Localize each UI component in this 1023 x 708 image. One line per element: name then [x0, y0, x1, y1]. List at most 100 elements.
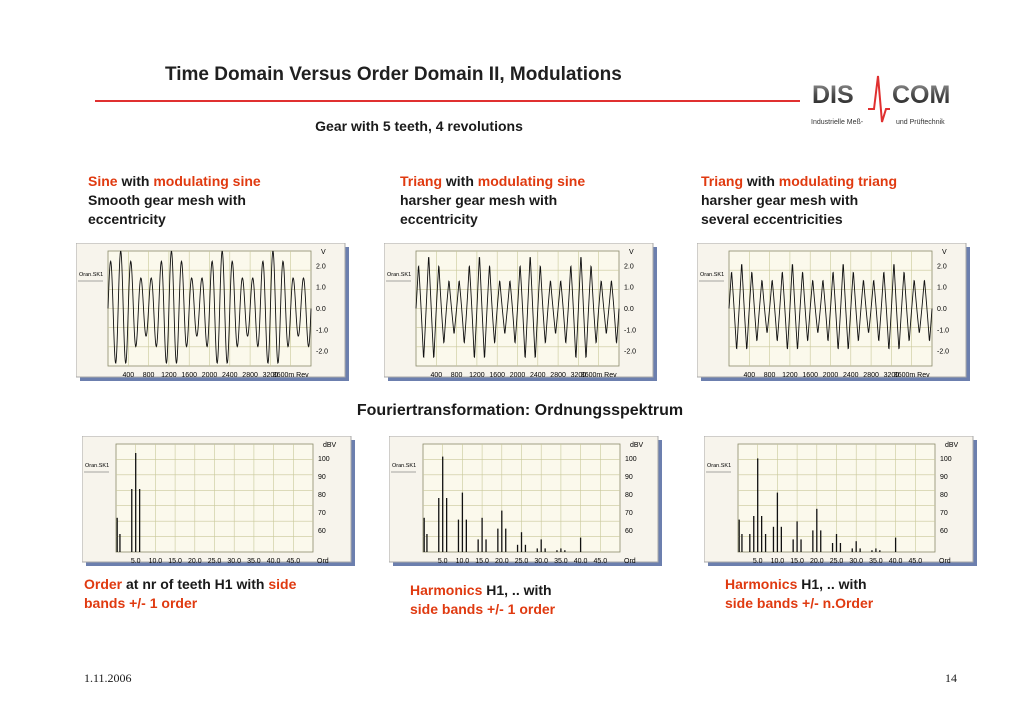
discom-logo: DIS COM Industrielle Meß- und Prüftechni…	[808, 72, 958, 132]
y-tick-label: -2.0	[316, 349, 328, 356]
desc-red-a: Harmonics	[725, 576, 798, 592]
y-tick-label: 0.0	[624, 306, 634, 313]
x-tick-label: 20.0	[188, 558, 202, 565]
y-tick-label: 100	[625, 456, 637, 463]
order-chart-3: Oran.SK1 dBV 100 90 80 70 60 5.0 10.0 15.0 20.0 25.…	[704, 436, 978, 568]
desc-mid: with	[743, 173, 779, 189]
desc-red-b: modulating triang	[778, 173, 898, 189]
x-tick-label: 800	[451, 372, 463, 379]
y-tick-label: -1.0	[937, 327, 949, 334]
y-tick-label: 60	[940, 528, 948, 535]
x-tick-label: 1600	[489, 372, 505, 379]
x-tick-label: 15.0	[168, 558, 182, 565]
y-tick-label: 60	[625, 528, 633, 535]
x-tick-label: 2800	[550, 372, 566, 379]
x-tick-label: 40.0	[889, 558, 903, 565]
x-tick-label: 35.0	[869, 558, 883, 565]
channel-label: Oran.SK1	[707, 463, 731, 469]
order-desc-1: Order at nr of teeth H1 with side bands …	[84, 575, 296, 613]
channel-label: Oran.SK1	[700, 272, 724, 278]
y-tick-label: 1.0	[937, 285, 947, 292]
y-tick-label: 1.0	[316, 285, 326, 292]
x-tick-label: 30.0	[534, 558, 548, 565]
desc-line3: eccentricity	[88, 211, 166, 227]
unit-label: V	[321, 249, 326, 256]
x-tick-label: 45.0	[593, 558, 607, 565]
channel-label: Oran.SK1	[387, 272, 411, 278]
y-tick-label: 80	[318, 492, 326, 499]
x-tick-label: 1200	[161, 372, 177, 379]
time-chart-3-svg: Oran.SK1 V 2.0 1.0 0.0 -1.0 -2.0 400 800 1200 1600…	[697, 243, 970, 381]
x-tick-label: 3600m Rev	[894, 372, 930, 379]
desc-mid: at nr of teeth H1 with	[122, 576, 269, 592]
y-tick-label: 100	[940, 456, 952, 463]
discom-logo-icon: DIS COM Industrielle Meß- und Prüftechni…	[811, 75, 950, 126]
y-tick-label: 70	[625, 510, 633, 517]
time-desc-1: Sine with modulating sine Smooth gear me…	[88, 172, 261, 229]
x-tick-label: 10.0	[771, 558, 785, 565]
x-tick-label: 3600m Rev	[273, 372, 309, 379]
desc-red-c: bands +/- 1 order	[84, 595, 198, 611]
x-tick-label: 2000	[202, 372, 218, 379]
logo-tag-right: und Prüftechnik	[896, 119, 945, 126]
time-chart-1-svg: Oran.SK1 V 2.0 1.0 0.0 -1.0 -2.0 400 800 1200 1600…	[76, 243, 349, 381]
y-tick-label: 60	[318, 528, 326, 535]
desc-line2: harsher gear mesh with	[701, 192, 859, 208]
channel-label: Oran.SK1	[85, 463, 109, 469]
desc-mid: with	[117, 173, 154, 189]
x-tick-label: 1600	[802, 372, 818, 379]
x-tick-label: 3200	[571, 372, 587, 379]
logo-text-left: DIS	[812, 81, 854, 109]
order-desc-3: Harmonics H1, .. with side bands +/- n.O…	[725, 575, 873, 613]
footer-date: 1.11.2006	[84, 671, 132, 685]
channel-label: Oran.SK1	[392, 463, 416, 469]
x-tick-label: 5.0	[438, 558, 448, 565]
unit-label: dBV	[630, 442, 644, 449]
y-tick-label: 1.0	[624, 285, 634, 292]
desc-red-a: Harmonics	[410, 582, 483, 598]
y-tick-label: -2.0	[937, 349, 949, 356]
y-tick-label: 2.0	[937, 263, 947, 270]
desc-red-a: Triang	[400, 173, 443, 189]
desc-mid: with	[442, 173, 478, 189]
y-tick-label: 80	[940, 492, 948, 499]
x-tick-label: 15.0	[475, 558, 489, 565]
desc-red-a: Sine	[88, 173, 118, 189]
y-tick-label: 70	[318, 510, 326, 517]
desc-red-b: side	[268, 576, 297, 592]
page-title: Time Domain Versus Order Domain II, Modu…	[165, 64, 622, 85]
x-tick-label: 5.0	[131, 558, 141, 565]
x-tick-label: 10.0	[149, 558, 163, 565]
y-tick-label: 70	[940, 510, 948, 517]
x-tick-label: 2400	[843, 372, 859, 379]
logo-text-right: COM	[892, 81, 950, 109]
desc-mid: H1, .. with	[797, 576, 867, 592]
y-tick-label: 0.0	[937, 306, 947, 313]
x-tick-label: 40.0	[574, 558, 588, 565]
desc-red-a: Order	[84, 576, 123, 592]
y-tick-label: 90	[318, 474, 326, 481]
order-chart-1: Oran.SK1 dBV 100 90 80 70 60 5.0 10.0 15.0 20.0 25.…	[82, 436, 356, 568]
x-tick-label: 800	[764, 372, 776, 379]
x-tick-label: 1200	[469, 372, 485, 379]
page-number: 14	[945, 671, 957, 685]
y-tick-label: 90	[625, 474, 633, 481]
section-title-fourier: Fouriertransformation: Ordnungsspektrum	[356, 402, 684, 419]
order-chart-2: Oran.SK1 dBV 100 90 80 70 60 5.0 10.0 15.0 20.0 25.…	[389, 436, 663, 568]
x-tick-label: 2400	[222, 372, 238, 379]
desc-red-a: Triang	[701, 173, 744, 189]
signal-line	[107, 250, 312, 365]
y-tick-label: 80	[625, 492, 633, 499]
signal-line	[415, 257, 620, 359]
desc-red-c: side bands +/- n.Order	[725, 595, 874, 611]
x-tick-label: 3200	[884, 372, 900, 379]
x-tick-label: 2800	[863, 372, 879, 379]
subtitle: Gear with 5 teeth, 4 revolutions	[315, 118, 523, 134]
unit-label: V	[942, 249, 947, 256]
desc-red-b: modulating sine	[153, 173, 261, 189]
desc-red-c: side bands +/- 1 order	[410, 601, 556, 617]
desc-mid: H1, .. with	[482, 582, 552, 598]
x-tick-label: 45.0	[908, 558, 922, 565]
desc-red-b: modulating sine	[477, 173, 586, 189]
x-tick-label: 25.0	[830, 558, 844, 565]
